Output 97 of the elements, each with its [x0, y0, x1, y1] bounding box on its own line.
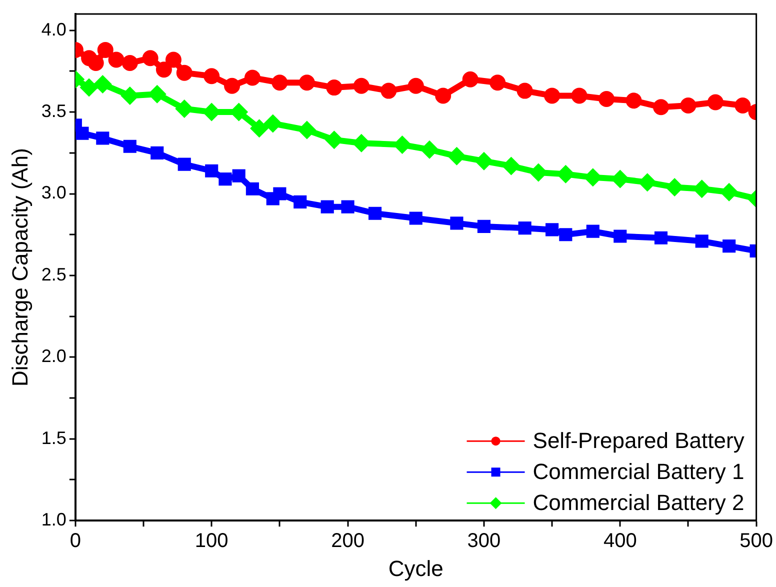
point — [178, 158, 191, 171]
point — [142, 50, 158, 66]
point — [614, 230, 627, 243]
y-tick-label: 3.0 — [41, 182, 66, 203]
y-tick-label: 2.0 — [41, 346, 66, 366]
point — [88, 55, 104, 72]
point — [652, 99, 669, 116]
point — [546, 223, 559, 236]
point — [450, 216, 464, 230]
point — [298, 74, 315, 91]
point — [149, 86, 166, 102]
point — [695, 234, 708, 248]
y-tick-label: 4.0 — [41, 19, 66, 40]
point — [96, 132, 110, 145]
point — [232, 169, 246, 182]
point — [721, 184, 738, 200]
point — [722, 240, 736, 253]
point — [680, 98, 696, 114]
point — [264, 115, 281, 132]
point — [244, 70, 260, 86]
point — [530, 164, 546, 181]
point — [626, 92, 642, 109]
legend-label: Commercial Battery 2 — [532, 490, 744, 516]
point — [176, 100, 192, 117]
point — [294, 195, 307, 208]
point — [544, 88, 560, 104]
point — [165, 52, 182, 68]
point — [205, 164, 218, 178]
point — [612, 171, 628, 188]
point — [272, 74, 288, 91]
point — [421, 142, 438, 158]
x-tick-label: 300 — [467, 530, 501, 552]
point — [353, 135, 370, 152]
point — [490, 74, 506, 91]
point — [230, 104, 247, 120]
point — [707, 94, 724, 110]
point — [448, 148, 465, 164]
point — [122, 88, 138, 104]
point — [122, 55, 138, 72]
point — [150, 146, 164, 160]
point — [320, 200, 334, 214]
point — [94, 76, 111, 92]
point — [368, 206, 382, 220]
point — [353, 78, 370, 94]
point — [394, 136, 410, 153]
point — [156, 62, 172, 78]
x-tick-label: 500 — [740, 530, 774, 552]
point — [341, 200, 354, 214]
point — [326, 132, 342, 148]
point — [218, 172, 232, 186]
point — [598, 90, 615, 107]
point — [298, 122, 315, 138]
point — [435, 88, 452, 104]
point — [224, 78, 240, 94]
x-tick-label: 400 — [603, 530, 637, 552]
point — [518, 222, 532, 235]
point — [558, 166, 574, 182]
point — [97, 42, 114, 58]
point — [476, 153, 492, 170]
point — [666, 179, 683, 196]
point — [571, 88, 588, 104]
point — [76, 126, 89, 140]
point — [654, 231, 668, 244]
legend-label: Commercial Battery 1 — [532, 459, 744, 484]
point — [251, 120, 268, 136]
legend-label: Self-Prepared Battery — [532, 428, 744, 454]
x-tick-label: 0 — [70, 530, 81, 552]
point — [273, 187, 286, 200]
point — [516, 82, 533, 99]
y-tick-label: 1.5 — [41, 428, 66, 448]
point — [586, 224, 600, 238]
point — [584, 169, 601, 186]
point — [326, 80, 342, 96]
x-axis-title: Cycle — [388, 556, 444, 581]
point — [477, 220, 490, 233]
point — [559, 228, 572, 242]
point — [408, 78, 424, 94]
point — [694, 180, 710, 197]
point — [108, 52, 124, 68]
point — [462, 71, 478, 88]
point — [639, 174, 656, 190]
y-tick-label: 2.5 — [41, 264, 66, 284]
point — [176, 64, 192, 81]
point — [503, 158, 520, 174]
y-tick-label: 1.0 — [41, 510, 66, 530]
point — [246, 182, 259, 196]
y-axis-title: Discharge Capacity (Ah) — [7, 148, 32, 387]
point — [81, 80, 98, 96]
point — [734, 98, 751, 114]
x-tick-label: 200 — [331, 530, 364, 552]
y-tick-label: 3.5 — [41, 101, 66, 122]
point — [204, 104, 220, 120]
point — [204, 68, 220, 84]
point — [409, 212, 422, 225]
point — [380, 82, 397, 99]
point — [123, 140, 136, 153]
x-tick-label: 100 — [194, 530, 228, 552]
